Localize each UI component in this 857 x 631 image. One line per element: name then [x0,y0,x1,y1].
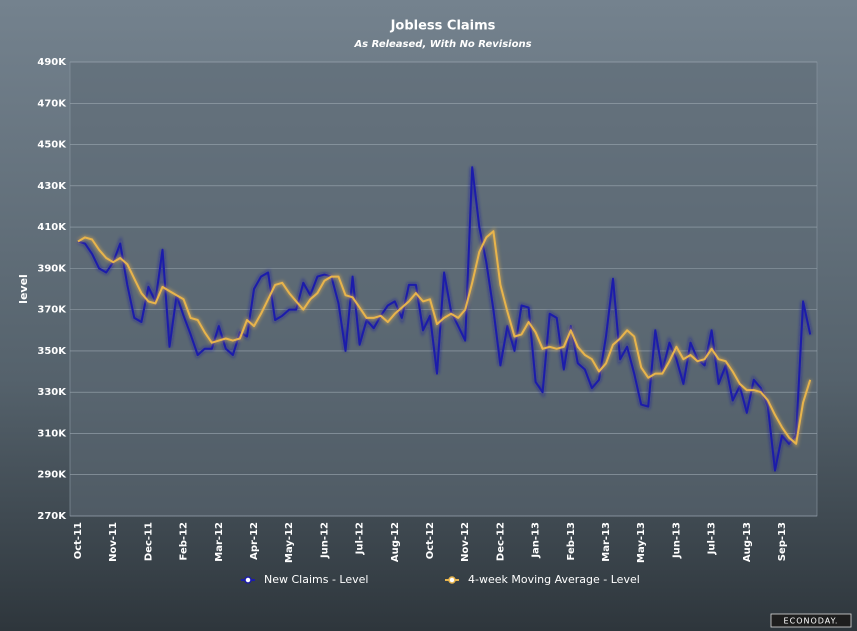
x-tick-label: Mar-13 [601,522,612,562]
watermark-box [770,613,852,628]
x-tick-label: May-12 [284,522,295,563]
y-axis-label: level [17,274,30,304]
chart-title: Jobless Claims [390,19,496,34]
y-tick-label: 490K [37,57,67,68]
y-tick-label: 310K [37,428,67,439]
x-tick-label: Aug-12 [390,522,401,562]
legend-label: 4-week Moving Average - Level [468,573,640,586]
x-tick-label: Mar-12 [214,522,225,562]
legend-marker [448,576,456,584]
x-tick-label: May-13 [636,522,647,563]
x-tick-label: Jul-12 [355,522,366,555]
y-tick-label: 370K [37,305,67,316]
x-tick-label: Nov-11 [108,522,119,562]
x-tick-label: Feb-12 [179,522,190,560]
y-tick-label: 470K [37,98,67,109]
y-tick-label: 450K [37,140,67,151]
x-tick-label: Apr-12 [249,522,260,560]
x-tick-label: Jul-13 [707,522,718,555]
x-tick-label: Nov-12 [460,522,471,562]
x-tick-label: Jun-13 [671,522,682,559]
legend-marker [244,576,252,584]
x-tick-label: Jan-13 [531,522,542,559]
y-tick-label: 390K [37,263,67,274]
y-tick-label: 290K [37,470,67,481]
y-tick-label: 430K [37,181,67,192]
x-tick-label: Oct-12 [425,522,436,559]
y-tick-label: 350K [37,346,67,357]
y-tick-label: 270K [37,511,67,522]
watermark: ECONODAY. [784,617,839,626]
chart-subtitle: As Released, With No Revisions [353,39,531,50]
y-tick-label: 410K [37,222,67,233]
legend-label: New Claims - Level [264,573,368,586]
x-tick-label: Feb-13 [566,522,577,560]
x-tick-label: Dec-12 [495,522,506,561]
y-tick-label: 330K [37,387,67,398]
series-line [77,230,812,445]
x-tick-label: Oct-11 [73,522,84,559]
x-tick-label: Sep-13 [777,522,788,561]
x-tick-label: Aug-13 [742,522,753,562]
x-tick-label: Dec-11 [143,522,154,561]
x-tick-label: Jun-12 [319,522,330,559]
